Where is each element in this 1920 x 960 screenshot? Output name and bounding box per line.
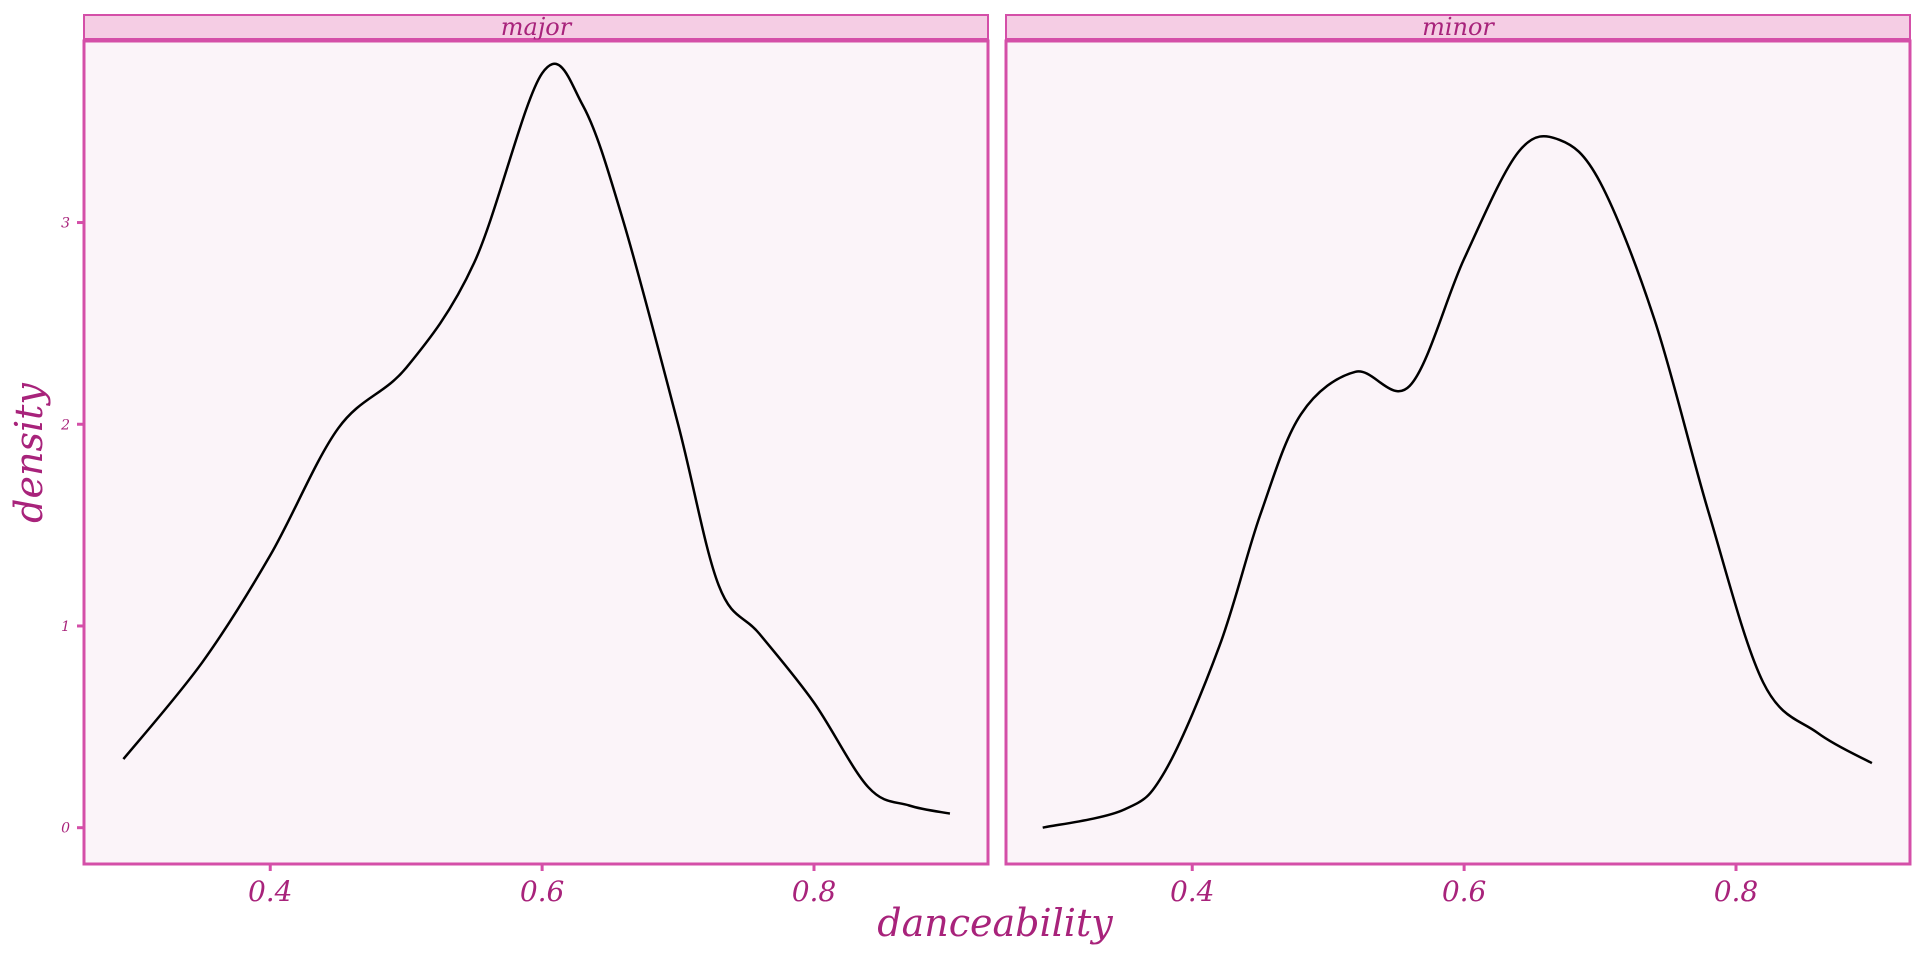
facet-panel-major — [82, 39, 990, 866]
y-tick-label: 1 — [61, 619, 70, 635]
facet-panel-minor — [1004, 39, 1912, 866]
y-tick-label: 2 — [60, 417, 70, 433]
x-tick-label: 0.6 — [1442, 875, 1487, 908]
facet-strip-minor — [1005, 14, 1911, 40]
facet-strip-label-major: major — [501, 13, 573, 41]
facet-panels: major 0.4 0.6 0.8 minor 0.4 0.6 0.8 — [82, 13, 1912, 908]
x-tick-label: 0.8 — [1714, 875, 1759, 908]
facet-minor: minor 0.4 0.6 0.8 — [1004, 13, 1912, 908]
facet-major: major 0.4 0.6 0.8 — [82, 13, 990, 908]
facet-strip-label-minor: minor — [1422, 13, 1495, 41]
density-line-major — [122, 62, 951, 815]
y-tick-label: 0 — [61, 821, 70, 837]
x-tick-label: 0.4 — [248, 875, 293, 908]
facet-strip-major — [83, 14, 989, 40]
y-axis-title: density — [7, 383, 51, 523]
y-tick-label: 3 — [61, 216, 70, 232]
x-tick-label: 0.4 — [1170, 875, 1215, 908]
density-line-minor — [1042, 134, 1873, 829]
x-tick-label: 0.6 — [520, 875, 565, 908]
y-axis: 0 1 2 3 — [60, 216, 84, 837]
x-tick-label: 0.8 — [792, 875, 837, 908]
x-axis-title: danceability — [877, 901, 1113, 945]
